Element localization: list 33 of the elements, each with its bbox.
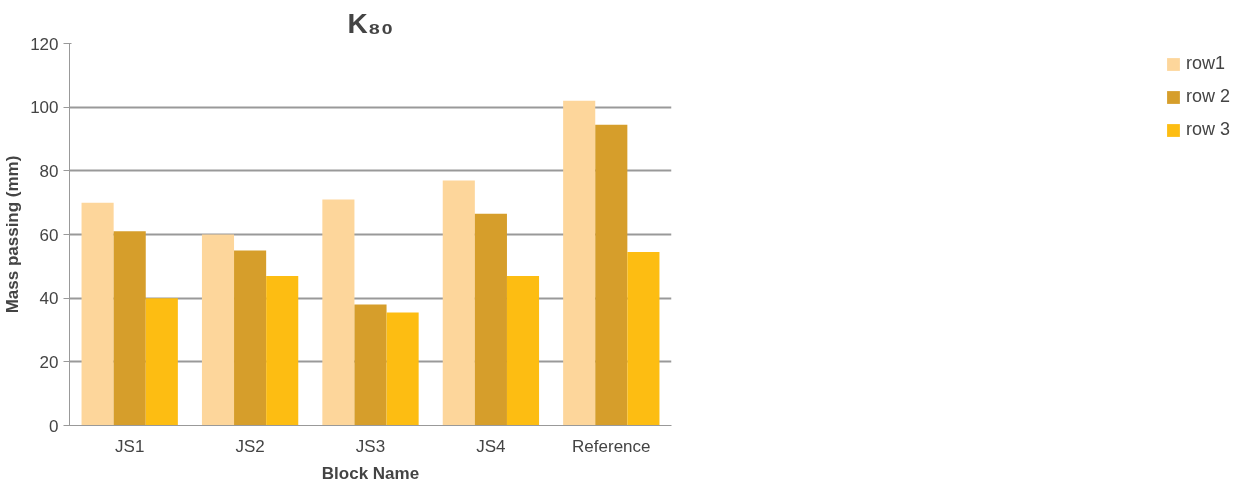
y-tick-label: 100	[30, 98, 59, 118]
bar	[145, 298, 178, 426]
x-tick-label: JS1	[115, 436, 145, 456]
bar	[506, 275, 540, 426]
bar	[322, 199, 355, 426]
bar	[386, 312, 419, 426]
y-tick-label: 40	[39, 289, 59, 309]
y-tick-label: 60	[39, 225, 59, 245]
x-tick-label: Reference	[572, 436, 651, 456]
bar	[266, 275, 299, 426]
x-tick-label: JS2	[235, 436, 265, 456]
x-tick-label: JS3	[355, 436, 386, 456]
y-tick-label: 80	[39, 161, 59, 181]
bar	[234, 250, 267, 426]
bar	[81, 202, 114, 426]
y-tick-label: 20	[39, 352, 59, 372]
y-axis-title: Mass passing (mm)	[3, 155, 23, 314]
legend-label: row 2	[1185, 86, 1230, 107]
x-axis-title: Block Name	[321, 463, 420, 483]
bar	[442, 180, 475, 426]
x-tick-label: JS4	[476, 436, 506, 456]
legend-label: row1	[1185, 53, 1225, 74]
bar	[201, 234, 235, 426]
bar	[595, 124, 628, 426]
legend-label: row 3	[1185, 119, 1230, 140]
bar	[354, 304, 387, 426]
y-tick-label: 0	[49, 416, 59, 436]
bar	[113, 231, 146, 426]
bar	[563, 100, 596, 426]
bar	[627, 252, 660, 426]
bar	[474, 213, 507, 426]
y-tick-label: 120	[30, 34, 59, 54]
chart-title: K₈₀	[347, 7, 394, 39]
